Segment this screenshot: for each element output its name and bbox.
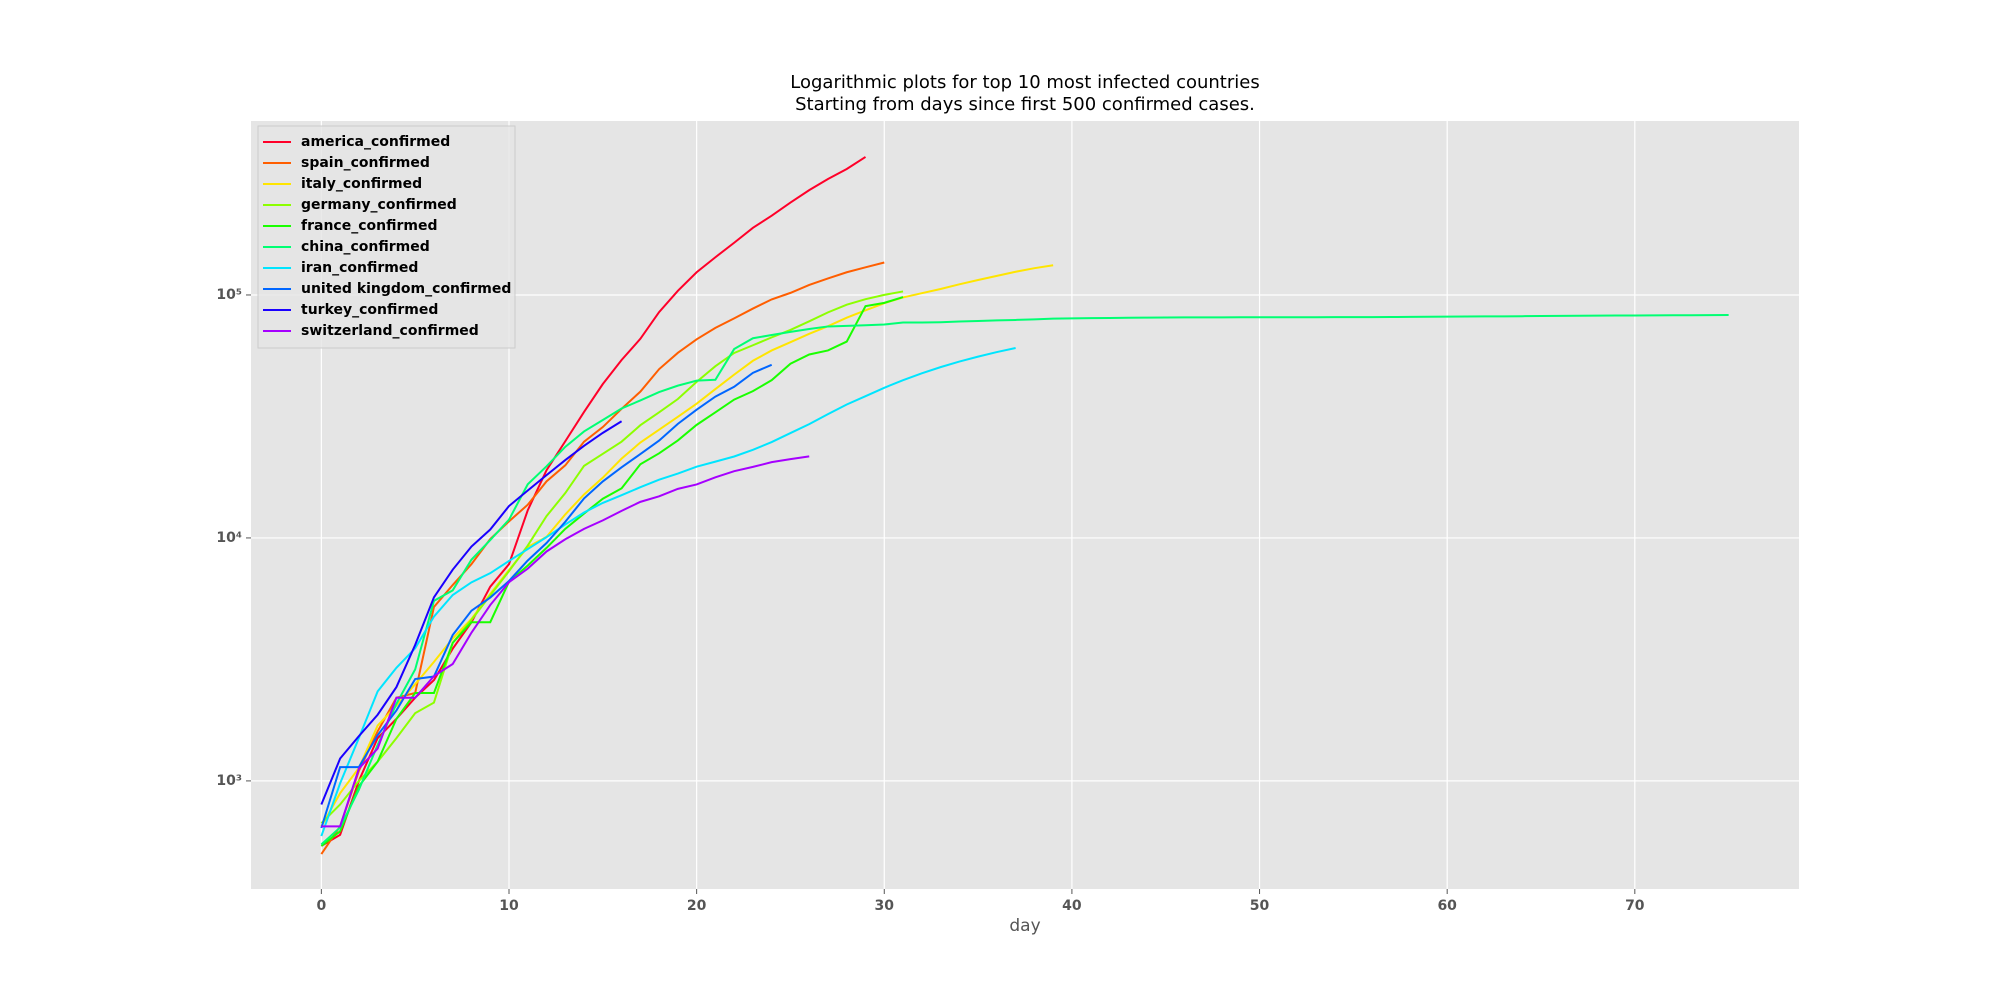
legend-label: america_confirmed [301,134,450,150]
series-line [320,156,867,847]
series-line [320,314,1729,846]
x-tick-label: 10 [499,898,519,914]
y-tick-label: 10⁵ [216,287,242,303]
x-tick-label: 30 [875,898,895,914]
legend-label: spain_confirmed [301,155,430,171]
chart-subtitle: Starting from days since first 500 confi… [795,94,1255,115]
x-tick-label: 50 [1250,898,1270,914]
y-tick-label: 10³ [216,773,242,789]
legend-label: italy_confirmed [301,176,422,192]
x-tick-label: 60 [1437,898,1457,914]
legend-label: iran_confirmed [301,260,418,276]
y-tick-label: 10⁴ [216,530,242,546]
x-tick-label: 40 [1062,898,1082,914]
legend-label: turkey_confirmed [301,302,438,318]
chart-title: Logarithmic plots for top 10 most infect… [790,72,1259,93]
legend-label: france_confirmed [301,218,437,234]
legend-label: germany_confirmed [301,197,457,213]
x-tick-label: 20 [687,898,707,914]
legend-label: china_confirmed [301,239,430,255]
series-line [320,363,773,829]
x-tick-label: 70 [1625,898,1645,914]
series-line [320,290,904,824]
legend-label: switzerland_confirmed [301,323,479,339]
series-line [320,420,623,805]
series-line [320,347,1016,837]
series-line [320,264,1054,827]
x-tick-label: 0 [316,898,326,914]
x-axis-label: day [1009,916,1040,936]
legend-label: united kingdom_confirmed [301,281,511,297]
legend-box [257,125,516,349]
series-line [321,455,810,828]
